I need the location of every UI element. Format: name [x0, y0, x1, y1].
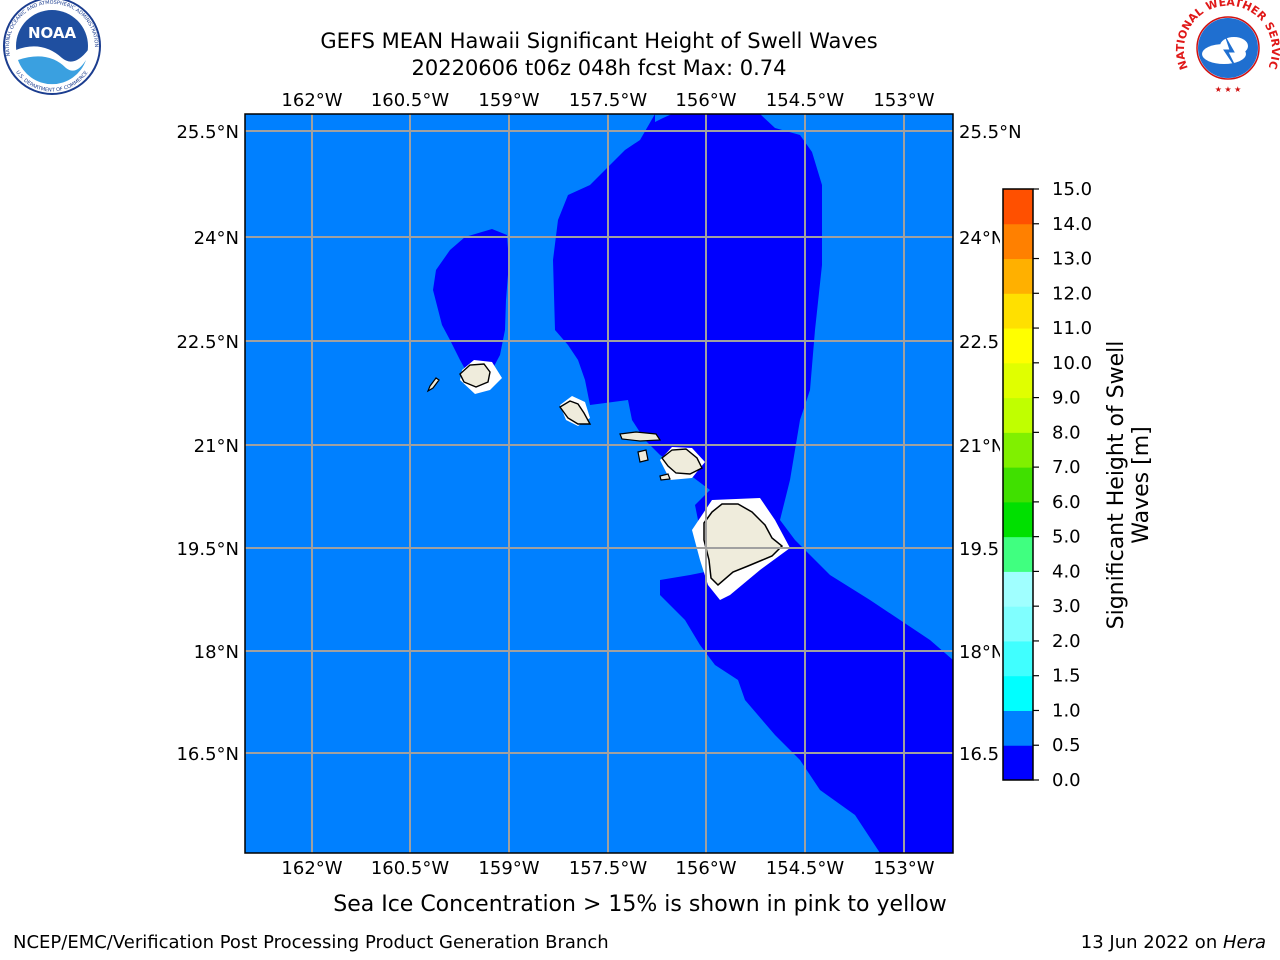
- gridlines: [245, 114, 953, 853]
- lon-label: 162°W: [281, 90, 342, 111]
- lon-label: 157.5°W: [569, 858, 648, 879]
- colorbar-tick-label: 5.0: [1052, 527, 1081, 548]
- lon-label: 159°W: [478, 90, 539, 111]
- nws-stars: ★ ★ ★: [1215, 85, 1242, 94]
- footer-right: 13 Jun 2022 on Hera: [1081, 932, 1266, 953]
- island-lanai: [637, 449, 649, 463]
- island-kahoolawe: [659, 473, 671, 481]
- colorbar-segment: [1003, 293, 1033, 329]
- colorbar-segment: [1003, 536, 1033, 572]
- nws-logo: NATIONAL WEATHER SERVICE ★ ★ ★: [1174, 0, 1280, 96]
- title-line-1: GEFS MEAN Hawaii Significant Height of S…: [320, 29, 877, 53]
- colorbar-tick-label: 7.0: [1052, 457, 1081, 478]
- lat-label: 24°N: [194, 228, 239, 249]
- lat-label: 18°N: [194, 642, 239, 663]
- lon-label: 157.5°W: [569, 90, 648, 111]
- lon-label: 156°W: [675, 858, 736, 879]
- colorbar-tick-label: 14.0: [1052, 214, 1092, 235]
- colorbar-tick-label: 0.5: [1052, 735, 1081, 756]
- island-molokai: [619, 431, 662, 442]
- colorbar-segment: [1003, 606, 1033, 642]
- lat-label: 16.5°N: [176, 744, 239, 765]
- footer-date: 13 Jun 2022 on: [1080, 932, 1223, 953]
- colorbar-segment: [1003, 223, 1033, 260]
- colorbar-segment: [1003, 189, 1033, 225]
- colorbar-tick-label: 9.0: [1052, 388, 1081, 409]
- colorbar-segment: [1003, 432, 1033, 468]
- colorbar-tick-label: 4.0: [1052, 561, 1081, 582]
- colorbar-tick-label: 2.0: [1052, 631, 1081, 652]
- lat-label: 18°N: [959, 642, 1004, 663]
- lat-label: 21°N: [194, 436, 239, 457]
- colorbar-segment: [1003, 258, 1033, 294]
- colorbar-label-line-1: Significant Height of Swell: [1104, 341, 1129, 630]
- colorbar-tick-label: 11.0: [1052, 318, 1092, 339]
- colorbar-label: Significant Height of Swell Waves [m]: [1104, 341, 1154, 630]
- colorbar-frame: [1002, 188, 1034, 781]
- title-line-2: 20220606 t06z 048h fcst Max: 0.74: [412, 56, 787, 80]
- colorbar-segment: [1003, 710, 1033, 746]
- island-niihau: [426, 377, 440, 393]
- colorbar-tick-label: 1.5: [1052, 666, 1081, 687]
- lat-label: 25.5°N: [176, 122, 239, 143]
- lon-label: 154.5°W: [766, 858, 845, 879]
- colorbar-tick-label: 10.0: [1052, 353, 1092, 374]
- colorbar-segment: [1003, 745, 1033, 781]
- colorbar-tick-label: 6.0: [1052, 492, 1081, 513]
- lon-label: 160.5°W: [371, 858, 450, 879]
- map-frame: [244, 113, 954, 854]
- colorbar-segment: [1003, 640, 1033, 677]
- lon-label: 153°W: [873, 858, 934, 879]
- lat-labels-left: 25.5°N 24°N 22.5°N 21°N 19.5°N 18°N 16.5…: [176, 122, 239, 765]
- colorbar: [1003, 189, 1033, 781]
- colorbar-segment: [1003, 467, 1033, 503]
- lon-labels-top: 162°W 160.5°W 159°W 157.5°W 156°W 154.5°…: [281, 90, 934, 111]
- noaa-logo-text: NOAA: [28, 24, 77, 42]
- colorbar-segment: [1003, 501, 1033, 538]
- colorbar-segment: [1003, 397, 1033, 433]
- lon-label: 156°W: [675, 90, 736, 111]
- island-maui: [661, 448, 703, 475]
- colorbar-segment: [1003, 571, 1033, 607]
- island-hawaii: [703, 503, 784, 587]
- footer-left: NCEP/EMC/Verification Post Processing Pr…: [13, 932, 609, 953]
- colorbar-tick-label: 8.0: [1052, 422, 1081, 443]
- lon-label: 153°W: [873, 90, 934, 111]
- colorbar-tick-label: 0.0: [1052, 770, 1081, 791]
- lat-label: 19.5°N: [176, 539, 239, 560]
- footer-host: Hera: [1222, 932, 1266, 953]
- lat-label: 21°N: [959, 436, 1004, 457]
- colorbar-tick-label: 3.0: [1052, 596, 1081, 617]
- lon-label: 162°W: [281, 858, 342, 879]
- lat-label: 24°N: [959, 228, 1004, 249]
- swell-low-region-north: [553, 114, 953, 853]
- colorbar-tick-label: 12.0: [1052, 283, 1092, 304]
- colorbar-label-line-2: Waves [m]: [1129, 426, 1154, 543]
- colorbar-segment: [1003, 328, 1033, 364]
- colorbar-ticks: 0.0 0.5 1.0 1.5 2.0 3.0 4.0 5.0 6.0 7.0 8.0 9.0 10.0…: [1033, 179, 1092, 791]
- island-oahu: [558, 400, 592, 425]
- lat-label: 25.5°N: [959, 122, 1022, 143]
- noaa-logo: NOAA NATIONAL OCEANIC AND ATMOSPHERIC AD…: [3, 0, 101, 95]
- map-panel: [244, 113, 954, 854]
- colorbar-tick-label: 1.0: [1052, 700, 1081, 721]
- island-kauai: [459, 363, 491, 388]
- lon-labels-bottom: 162°W 160.5°W 159°W 157.5°W 156°W 154.5°…: [281, 858, 934, 879]
- colorbar-segment: [1003, 675, 1033, 711]
- lon-label: 160.5°W: [371, 90, 450, 111]
- caption: Sea Ice Concentration > 15% is shown in …: [333, 892, 947, 917]
- colorbar-tick-label: 13.0: [1052, 249, 1092, 270]
- lat-label: 22.5°N: [176, 332, 239, 353]
- colorbar-tick-label: 15.0: [1052, 179, 1092, 200]
- lon-label: 159°W: [478, 858, 539, 879]
- colorbar-segment: [1003, 362, 1033, 399]
- lon-label: 154.5°W: [766, 90, 845, 111]
